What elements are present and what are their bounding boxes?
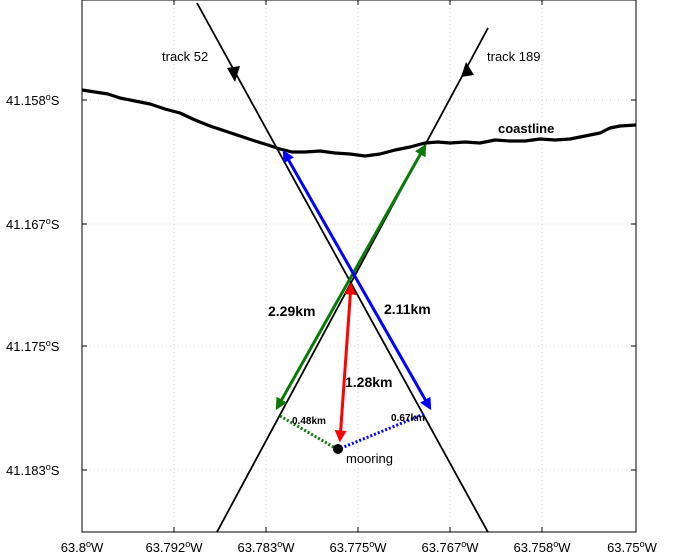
green-distance-label: 2.29km	[268, 303, 315, 319]
mooring-marker	[333, 444, 343, 454]
x-tick-label: 63.758oW	[513, 539, 571, 555]
x-tick-label: 63.75oW	[607, 539, 658, 555]
red-distance-label: 1.28km	[345, 374, 392, 390]
blue-distance-label: 2.11km	[384, 301, 431, 317]
x-tick-label: 63.767oW	[421, 539, 479, 555]
blue-distance-arrow	[282, 149, 432, 411]
blue-perpendicular-label: 0.67km	[391, 413, 425, 424]
x-tick-label: 63.783oW	[237, 539, 295, 555]
y-tick-label: 41.167oS	[6, 216, 60, 232]
track-189-label: track 189	[487, 49, 540, 64]
green-perpendicular-label: 0.48km	[292, 416, 326, 427]
tick-marks	[82, 0, 636, 532]
coastline-label: coastline	[498, 121, 554, 136]
blue-perpendicular-line	[338, 412, 425, 451]
y-tick-label: 41.158oS	[6, 92, 60, 108]
y-tick-label: 41.175oS	[6, 338, 60, 354]
track-189-direction-icon	[461, 62, 474, 77]
y-axis-labels: 41.158oS 41.167oS 41.175oS 41.183oS	[6, 92, 60, 478]
x-tick-label: 63.792oW	[145, 539, 203, 555]
x-axis-labels: 63.8oW 63.792oW 63.783oW 63.775oW 63.767…	[61, 539, 658, 555]
track-52-direction-icon	[227, 66, 240, 82]
mooring-label: mooring	[346, 451, 393, 466]
x-tick-label: 63.8oW	[61, 539, 104, 555]
green-perpendicular-line	[279, 414, 338, 451]
x-tick-label: 63.775oW	[329, 539, 387, 555]
track-52-label: track 52	[162, 49, 208, 64]
y-tick-label: 41.183oS	[6, 462, 60, 478]
red-distance-arrow	[334, 282, 357, 443]
